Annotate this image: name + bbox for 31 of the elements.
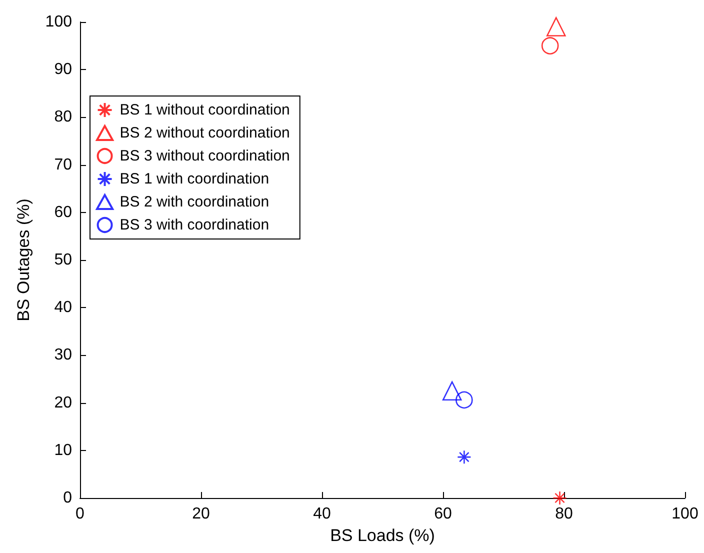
legend-label: BS 3 with coordination [120,216,270,234]
y-tick-label: 100 [45,14,72,30]
legend-label: BS 3 without coordination [120,148,290,164]
x-tick-label: 60 [434,506,452,522]
point [552,490,567,506]
y-tick-label: 90 [54,61,72,78]
point [541,37,559,54]
y-tick-label: 80 [54,108,72,126]
y-tick-label: 40 [54,299,72,316]
x-tick-label: 40 [313,506,331,522]
point [456,391,473,409]
legend-label: BS 2 without coordination [120,124,290,142]
y-tick-label: 60 [54,204,72,221]
point [457,450,472,464]
x-tick-label: 20 [192,506,210,522]
y-tick-label: 10 [54,442,72,459]
x-axis-title: BS Loads (%) [330,526,435,545]
point [442,381,462,401]
legend-label: BS 1 without coordination [120,102,290,118]
point [546,17,566,36]
legend-label: BS 2 with coordination [120,194,270,210]
x-tick-label: 100 [672,506,698,522]
y-tick-label: 70 [54,156,72,174]
x-tick-label: 80 [555,506,573,522]
y-tick-label: 50 [54,252,72,268]
y-tick-label: 30 [54,346,72,364]
legend-label: BS 1 with coordination [120,170,270,188]
y-tick-label: 0 [63,490,72,506]
x-tick-label: 0 [76,506,85,522]
y-tick-label: 20 [54,394,72,412]
y-axis-title: BS Outages (%) [14,198,33,322]
